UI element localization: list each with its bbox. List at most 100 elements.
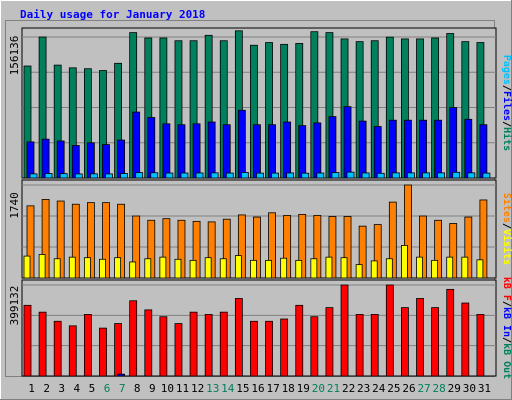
bar-pages-day-11 (180, 172, 189, 179)
bar-files-day-30 (464, 118, 473, 179)
x-tick-label: 30 (463, 382, 476, 395)
bar-pages-day-3 (59, 173, 68, 179)
bar-pages-day-25 (391, 172, 400, 179)
bar-kb-f-day-25 (385, 284, 394, 377)
legend-label: kB Out (501, 343, 512, 379)
bar-kb-f-day-4 (68, 325, 77, 377)
bar-visits-day-24 (370, 260, 378, 279)
x-axis: 1 2 3 4 5 6 7 8 9 10 11 12 13 14 15 16 17 18 19 20 21 22 23 24 2… (28, 382, 491, 395)
bar-files-day-23 (358, 120, 367, 179)
bar-sites-day-15 (237, 214, 246, 279)
bar-kb-f-day-19 (295, 304, 304, 377)
bar-sites-day-31 (479, 199, 488, 279)
x-tick-label: 20 (312, 382, 325, 395)
bar-pages-day-16 (256, 172, 264, 179)
bar-files-day-9 (147, 117, 156, 179)
bar-sites-day-11 (177, 219, 186, 279)
bar-kb-f-day-27 (416, 298, 424, 377)
bar-visits-day-3 (53, 258, 61, 279)
bar-files-day-12 (192, 123, 201, 179)
bar-sites-day-18 (283, 215, 292, 279)
bar-files-day-25 (388, 119, 397, 179)
bar-kb-f-day-7 (114, 323, 122, 377)
x-tick-label: 1 (28, 382, 35, 395)
bar-kb-f-day-21 (325, 307, 334, 377)
bar-visits-day-29 (446, 256, 454, 279)
bar-sites-day-13 (207, 221, 216, 279)
bar-visits-day-9 (144, 258, 152, 279)
bar-visits-day-8 (129, 261, 137, 279)
x-tick-label: 4 (74, 382, 81, 395)
x-tick-label: 11 (176, 382, 189, 395)
x-tick-label: 14 (221, 382, 235, 395)
bar-kb-f-day-3 (53, 320, 62, 377)
bar-kb-f-day-30 (461, 302, 470, 377)
x-tick-label: 10 (161, 382, 174, 395)
bar-files-day-16 (253, 124, 261, 179)
bar-visits-day-2 (38, 254, 46, 279)
bar-pages-day-22 (346, 171, 355, 179)
bar-sites-day-4 (71, 203, 80, 279)
x-tick-label: 15 (236, 382, 249, 395)
bar-files-day-11 (177, 124, 186, 179)
series-hits (23, 30, 485, 179)
bar-pages-day-5 (89, 173, 98, 179)
bar-visits-day-14 (219, 258, 227, 279)
bar-visits-day-15 (234, 255, 242, 279)
bar-visits-day-12 (189, 259, 197, 279)
bar-files-day-19 (298, 125, 307, 179)
bar-visits-day-30 (461, 256, 469, 279)
bar-sites-day-14 (222, 218, 231, 279)
bar-kb-f-day-8 (129, 300, 138, 377)
x-tick-label: 18 (282, 382, 295, 395)
bar-kb-f-day-18 (280, 318, 289, 377)
bar-pages-day-20 (316, 172, 325, 179)
bar-kb-f-day-12 (189, 311, 198, 377)
series-legend: Sites/Visits (501, 193, 512, 265)
x-tick-label: 27 (417, 382, 430, 395)
bar-visits-day-16 (250, 259, 257, 279)
bar-pages-day-21 (331, 172, 340, 179)
bar-visits-day-31 (476, 259, 484, 279)
bar-kb-f-day-26 (401, 307, 409, 377)
panel-kbin-kbout-kbf: 399132 kB F/kB In/kB Out (8, 277, 512, 379)
legend-label: Sites (501, 193, 512, 223)
series-visits (23, 244, 484, 279)
bar-visits-day-13 (204, 257, 212, 279)
bar-files-day-22 (343, 106, 352, 179)
bar-files-day-3 (56, 140, 65, 179)
series-sites (26, 184, 488, 279)
bar-sites-day-3 (56, 200, 65, 279)
bar-pages-day-30 (467, 172, 476, 179)
bar-visits-day-1 (23, 255, 31, 279)
bar-pages-day-1 (29, 173, 38, 179)
bar-files-day-15 (237, 109, 246, 179)
bar-pages-day-26 (407, 172, 415, 179)
bar-visits-day-5 (83, 257, 91, 279)
bar-kb-f-day-28 (431, 307, 440, 377)
bar-pages-day-27 (422, 172, 430, 179)
bar-kb-f-day-16 (250, 320, 258, 377)
x-tick-label: 26 (402, 382, 415, 395)
bar-sites-day-7 (117, 203, 125, 279)
bar-visits-day-19 (295, 259, 303, 279)
legend-label: / (501, 301, 512, 307)
bar-kb-f-day-2 (38, 311, 47, 377)
bar-visits-day-27 (416, 256, 423, 279)
series-kb-in (117, 373, 125, 377)
panel-visits-sites: 1740 Sites/Visits (8, 179, 512, 279)
y-max-label: 156136 (8, 36, 21, 76)
bar-kb-f-day-5 (83, 314, 92, 377)
bar-visits-day-22 (340, 257, 348, 279)
bar-sites-day-16 (253, 216, 261, 279)
bar-kb-f-day-29 (446, 288, 455, 377)
bar-sites-day-5 (86, 202, 95, 279)
legend-label: / (501, 121, 512, 127)
bar-pages-day-19 (301, 172, 310, 179)
bar-pages-day-10 (165, 172, 174, 179)
legend-label: kB F (501, 277, 512, 301)
x-tick-label: 31 (478, 382, 491, 395)
bar-kb-f-day-22 (340, 284, 349, 377)
legend-label: / (501, 85, 512, 91)
